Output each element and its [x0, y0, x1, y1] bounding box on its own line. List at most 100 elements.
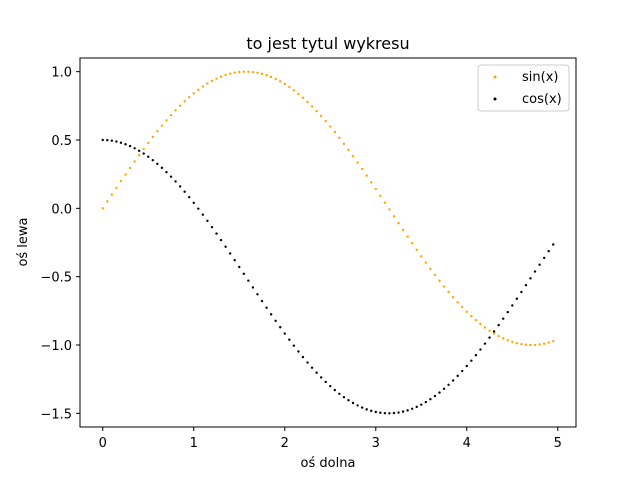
data-point — [219, 75, 223, 78]
data-point — [297, 350, 300, 353]
data-point — [488, 329, 491, 332]
data-point — [183, 100, 186, 103]
data-point — [283, 332, 286, 335]
data-point — [483, 326, 487, 329]
data-point — [174, 180, 177, 183]
data-point — [251, 286, 255, 289]
data-point — [128, 144, 132, 148]
data-point — [410, 407, 414, 410]
data-point — [215, 232, 218, 235]
plot-area-frame — [79, 57, 577, 428]
data-points — [101, 70, 555, 415]
x-axis-label: oś dolna — [301, 456, 356, 471]
data-point — [415, 405, 418, 409]
data-point — [442, 285, 446, 288]
data-point — [201, 85, 205, 88]
data-point — [529, 343, 532, 347]
data-point — [552, 243, 555, 246]
data-point — [351, 401, 355, 405]
data-point — [424, 261, 428, 264]
data-point — [547, 341, 550, 344]
data-point — [483, 342, 487, 345]
data-point — [228, 72, 232, 75]
y-axis: −1.5 −1.0 −0.5 0.0 0.5 1.0 — [40, 66, 80, 422]
data-point — [451, 379, 455, 382]
data-point — [329, 125, 332, 128]
data-point — [188, 95, 191, 99]
data-point — [479, 348, 482, 351]
data-point — [429, 267, 432, 271]
y-tick-label: −0.5 — [40, 271, 72, 286]
data-point — [392, 215, 396, 218]
data-point — [356, 404, 359, 407]
data-point — [292, 344, 296, 347]
data-point — [178, 104, 182, 107]
y-tick-label: −1.5 — [40, 407, 72, 422]
data-point — [279, 80, 282, 83]
data-point — [106, 138, 109, 142]
data-point — [342, 142, 346, 146]
data-point — [524, 343, 528, 346]
data-point — [110, 193, 114, 196]
data-point — [456, 301, 459, 304]
data-point — [233, 71, 236, 74]
data-point — [410, 242, 414, 245]
data-point — [506, 310, 509, 314]
data-point — [360, 406, 364, 409]
data-point — [538, 263, 541, 266]
data-point — [501, 337, 505, 340]
data-point — [433, 273, 437, 277]
data-point — [219, 238, 223, 242]
data-point — [310, 366, 314, 369]
data-point — [160, 124, 164, 127]
data-point — [128, 166, 132, 170]
data-point — [283, 82, 286, 86]
data-point — [456, 374, 459, 378]
data-point — [288, 338, 291, 341]
data-point — [297, 92, 300, 96]
data-point — [115, 186, 118, 190]
data-point — [542, 342, 546, 345]
x-tick-label: 0 — [99, 436, 107, 451]
data-point — [406, 409, 409, 412]
data-point — [506, 339, 509, 342]
data-point — [124, 173, 127, 176]
data-point — [242, 272, 246, 276]
data-point — [360, 167, 364, 171]
data-point — [169, 175, 173, 178]
data-point — [151, 158, 155, 162]
data-point — [351, 154, 355, 158]
data-point — [119, 141, 123, 144]
data-point — [301, 96, 305, 100]
data-point — [119, 179, 123, 183]
data-point — [256, 293, 259, 296]
data-point — [124, 143, 127, 146]
data-point — [110, 139, 114, 142]
data-point — [101, 207, 104, 210]
data-point — [397, 221, 400, 225]
data-point — [333, 130, 337, 134]
data-point — [301, 355, 305, 359]
data-point — [315, 109, 318, 113]
data-point — [133, 147, 136, 150]
data-point — [192, 201, 195, 205]
data-point — [315, 371, 318, 374]
data-point — [197, 88, 200, 91]
data-point — [210, 225, 214, 229]
data-point — [178, 185, 182, 188]
data-point — [520, 290, 523, 294]
data-point — [251, 70, 255, 74]
data-point — [260, 72, 264, 76]
data-point — [338, 136, 341, 140]
data-point — [379, 411, 382, 414]
data-point — [470, 314, 473, 318]
y-tick-label: 1.0 — [51, 66, 72, 81]
data-point — [515, 342, 519, 345]
data-point — [165, 119, 168, 122]
data-point — [342, 395, 346, 399]
data-point — [183, 190, 186, 193]
data-point — [420, 403, 423, 406]
data-point — [192, 92, 195, 95]
series-sin — [101, 70, 555, 347]
data-point — [156, 162, 159, 166]
